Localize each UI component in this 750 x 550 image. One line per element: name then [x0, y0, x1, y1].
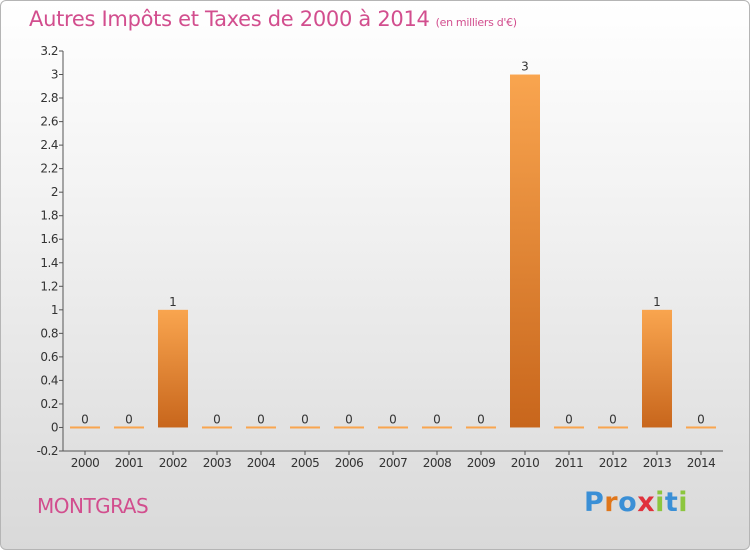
data-label: 1: [169, 295, 177, 309]
bar[interactable]: [246, 426, 276, 429]
data-label: 0: [301, 412, 309, 426]
data-label: 0: [213, 412, 221, 426]
logo-letter: x: [637, 487, 656, 518]
bar[interactable]: [378, 426, 408, 429]
x-tick-label: 2004: [247, 456, 276, 470]
x-tick-label: 2006: [335, 456, 364, 470]
data-label: 0: [257, 412, 265, 426]
y-tick-label: 2.6: [40, 115, 58, 129]
data-labels: 0 0 1 0 0 0 0 0 0 0 3 0 0 1 0: [81, 60, 705, 427]
data-label: 0: [389, 412, 397, 426]
y-tick-label: 3: [51, 68, 58, 82]
logo-letter: r: [604, 487, 619, 518]
bar[interactable]: [466, 426, 496, 429]
data-label: 0: [477, 412, 485, 426]
x-tick-label: 2000: [71, 456, 100, 470]
chart-axes: -0.2 0 0.2 0.4 0.6 0.8 1 1.2 1.4 1.6 1.8 2 2.2 2.4 2.6…: [37, 44, 723, 470]
y-tick-label: 0.2: [40, 397, 58, 411]
x-tick-label: 2002: [159, 456, 188, 470]
bar-series: [70, 74, 716, 429]
y-tick-label: 2.4: [40, 138, 58, 152]
x-tick-label: 2009: [467, 456, 496, 470]
y-tick-label: 1.2: [40, 279, 58, 293]
logo-letter: o: [618, 487, 638, 518]
logo-letter: P: [584, 487, 605, 518]
chart-title: Autres Impôts et Taxes de 2000 à 2014 (en…: [29, 7, 517, 31]
bar[interactable]: [202, 426, 232, 429]
title-text: Autres Impôts et Taxes de 2000 à 2014: [29, 7, 430, 31]
place-name: MONTGRAS: [37, 494, 149, 518]
y-tick-label: 1: [51, 303, 58, 317]
x-tick-label: 2012: [599, 456, 628, 470]
y-tick-label: -0.2: [37, 444, 58, 458]
proxiti-logo[interactable]: Proxiti: [584, 487, 688, 518]
data-label: 0: [697, 412, 705, 426]
x-tick-label: 2001: [115, 456, 144, 470]
x-tick-label: 2007: [379, 456, 408, 470]
bar[interactable]: [114, 426, 144, 429]
y-tick-label: 1.8: [40, 209, 58, 223]
bar[interactable]: [510, 74, 540, 428]
y-tick-label: 1.6: [40, 232, 58, 246]
data-label: 0: [609, 412, 617, 426]
bar[interactable]: [642, 309, 672, 428]
y-tick-label: 2.2: [40, 162, 58, 176]
data-label: 0: [345, 412, 353, 426]
title-unit: (en milliers d'€): [435, 16, 517, 29]
data-label: 0: [433, 412, 441, 426]
data-label: 0: [81, 412, 89, 426]
logo-letter: i: [655, 487, 665, 518]
x-tick-label: 2011: [555, 456, 584, 470]
data-label: 0: [565, 412, 573, 426]
y-tick-label: 0: [51, 420, 58, 434]
y-tick-label: 1.4: [40, 256, 58, 270]
bar[interactable]: [554, 426, 584, 429]
y-tick-label: 0.6: [40, 350, 58, 364]
y-tick-label: 0.8: [40, 326, 58, 340]
logo-letter: i: [678, 487, 689, 518]
bar[interactable]: [598, 426, 628, 429]
x-tick-label: 2010: [511, 456, 540, 470]
x-tick-label: 2013: [643, 456, 672, 470]
bar[interactable]: [70, 426, 100, 429]
bar[interactable]: [158, 309, 188, 428]
x-tick-label: 2003: [203, 456, 232, 470]
y-tick-label: 2: [51, 185, 58, 199]
x-tick-label: 2008: [423, 456, 452, 470]
x-tick-label: 2005: [291, 456, 320, 470]
bar[interactable]: [334, 426, 364, 429]
data-label: 3: [521, 60, 529, 74]
y-tick-label: 3.2: [40, 44, 58, 58]
data-label: 1: [653, 295, 661, 309]
logo-letter: t: [664, 487, 679, 518]
y-tick-label: 2.8: [40, 91, 58, 105]
bar[interactable]: [686, 426, 716, 429]
data-label: 0: [125, 412, 133, 426]
bar[interactable]: [290, 426, 320, 429]
bar[interactable]: [422, 426, 452, 429]
x-tick-label: 2014: [687, 456, 716, 470]
y-tick-label: 0.4: [40, 373, 58, 387]
